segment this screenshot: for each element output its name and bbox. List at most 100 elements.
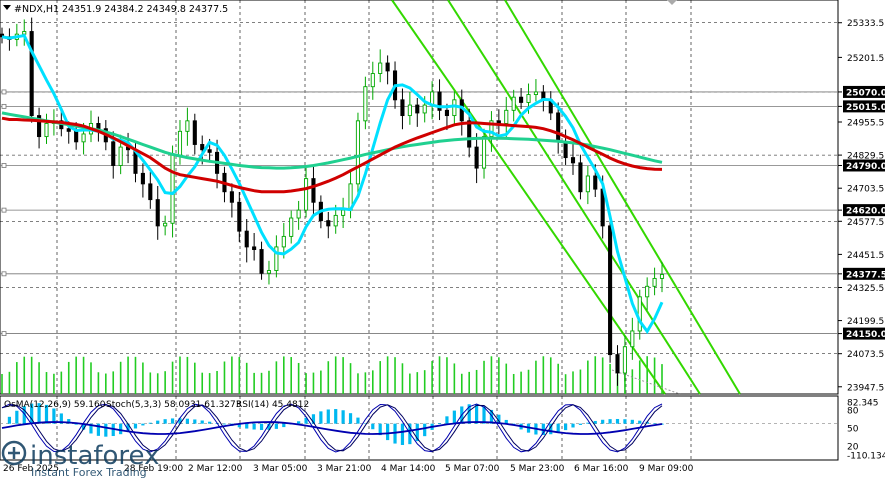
price-label: 24829.5 [847, 152, 884, 162]
candle-body [622, 346, 627, 374]
candle-body [289, 217, 294, 237]
candle-body [645, 285, 650, 298]
time-axis[interactable]: 26 Feb 2025 28 Feb 19:00 2 Mar 12:00 3 Mar … [3, 464, 694, 474]
candle-body [585, 175, 590, 193]
candle-body [615, 354, 620, 374]
candle-body [563, 141, 568, 159]
osma-bar [245, 423, 249, 429]
channel-line[interactable] [447, 0, 701, 395]
price-label-box[interactable] [843, 100, 885, 113]
price-label: 25333.5 [847, 19, 884, 29]
oscillator-tick-label: 20 [847, 443, 859, 453]
osma-bar [178, 418, 182, 424]
symbol-label: #NDX,H1 [14, 4, 59, 15]
osma-bar [549, 423, 553, 435]
candle-body [341, 209, 346, 216]
candle-body [444, 109, 449, 117]
price-label-box[interactable] [843, 267, 885, 280]
candle-body [274, 246, 279, 271]
candle-body [452, 99, 457, 117]
ma-slow-line [1, 116, 663, 194]
level-anchor[interactable] [1, 271, 7, 277]
osma-bar [363, 423, 367, 424]
candle-body [556, 112, 561, 143]
candle-body [415, 104, 420, 114]
shift-marker-icon[interactable] [667, 0, 677, 5]
candle-body [44, 123, 49, 138]
osma-bar [141, 423, 145, 426]
osma-bar [96, 423, 101, 436]
stoch-signal-line [1, 404, 663, 452]
price-label-box[interactable] [843, 327, 885, 340]
osma-bar [133, 423, 138, 429]
price-label: 24620.0 [846, 207, 885, 217]
collapse-arrow-icon[interactable] [3, 5, 11, 10]
time-label: 3 Mar 21:00 [317, 464, 372, 474]
price-label: 25070.0 [846, 88, 885, 98]
level-anchor[interactable] [1, 331, 7, 336]
candle-body [118, 146, 123, 166]
candle-body [570, 157, 576, 164]
indicator-header: OsMA(12,26,9) 59.160 Stoch(5,3,3) 58.093… [4, 400, 309, 410]
candle-body [266, 270, 272, 274]
osma-bar [489, 409, 494, 424]
level-anchor[interactable] [1, 103, 7, 109]
osma-bar [504, 419, 508, 424]
price-label: 24451.5 [847, 251, 884, 261]
osma-bar [22, 406, 26, 424]
osma-bar [334, 409, 338, 424]
candle-body [519, 96, 524, 103]
moving-averages [1, 33, 664, 335]
candle-body [333, 214, 338, 227]
candle-body [652, 277, 657, 287]
osma-bar [89, 423, 93, 434]
candle-body [593, 175, 598, 190]
osma-bar [111, 423, 115, 437]
osma-bar [452, 410, 456, 424]
stoch-label: Stoch(5,3,3) 58.0931 61.3273 [106, 400, 241, 410]
price-label-box[interactable] [843, 159, 885, 172]
osma-bar [386, 423, 390, 441]
candle-body [296, 209, 301, 219]
osma-bar [497, 414, 501, 424]
osma-bar [630, 419, 634, 424]
volume-bars [1, 356, 663, 394]
price-label: 24199.5 [847, 317, 884, 327]
osma-bar [571, 423, 575, 428]
candle-body [185, 120, 190, 132]
level-anchor[interactable] [1, 89, 7, 95]
channel-line[interactable] [504, 0, 741, 395]
time-label: 26 Feb 2025 [3, 464, 59, 474]
channel-line[interactable] [391, 0, 666, 395]
osma-bar [297, 421, 301, 424]
channel-line[interactable] [611, 369, 681, 395]
price-axis[interactable]: 25333.5 25201.5 25070.0 25015.0 24955.5 24829… [838, 19, 885, 462]
rsi-label: RSI(14) 45.4812 [236, 400, 309, 410]
candle-body [163, 222, 168, 227]
osma-bar [200, 420, 204, 424]
candle-body [467, 120, 472, 148]
candle-body [207, 149, 212, 153]
osma-bar [156, 420, 160, 424]
price-label-box[interactable] [843, 204, 885, 217]
candle-body [437, 91, 442, 111]
price-label-box[interactable] [843, 85, 885, 98]
time-label: 28 Feb 19:00 [124, 464, 183, 474]
time-label: 4 Mar 14:00 [381, 464, 436, 474]
osma-bar [37, 403, 41, 424]
osma-bar [304, 417, 308, 424]
candle-body [311, 178, 316, 203]
price-label: 24325.5 [847, 284, 884, 294]
osma-bar [615, 418, 620, 424]
osma-bar [475, 404, 479, 424]
candle-body [355, 120, 361, 185]
trend-channel [391, 0, 741, 395]
level-anchor[interactable] [1, 163, 7, 168]
oscillator-tick-label: 80 [847, 407, 859, 417]
oscillator-tick-label: 50 [847, 425, 859, 435]
osma-bar [148, 422, 152, 424]
level-anchor[interactable] [1, 207, 7, 213]
ma-mid-line [1, 111, 663, 170]
